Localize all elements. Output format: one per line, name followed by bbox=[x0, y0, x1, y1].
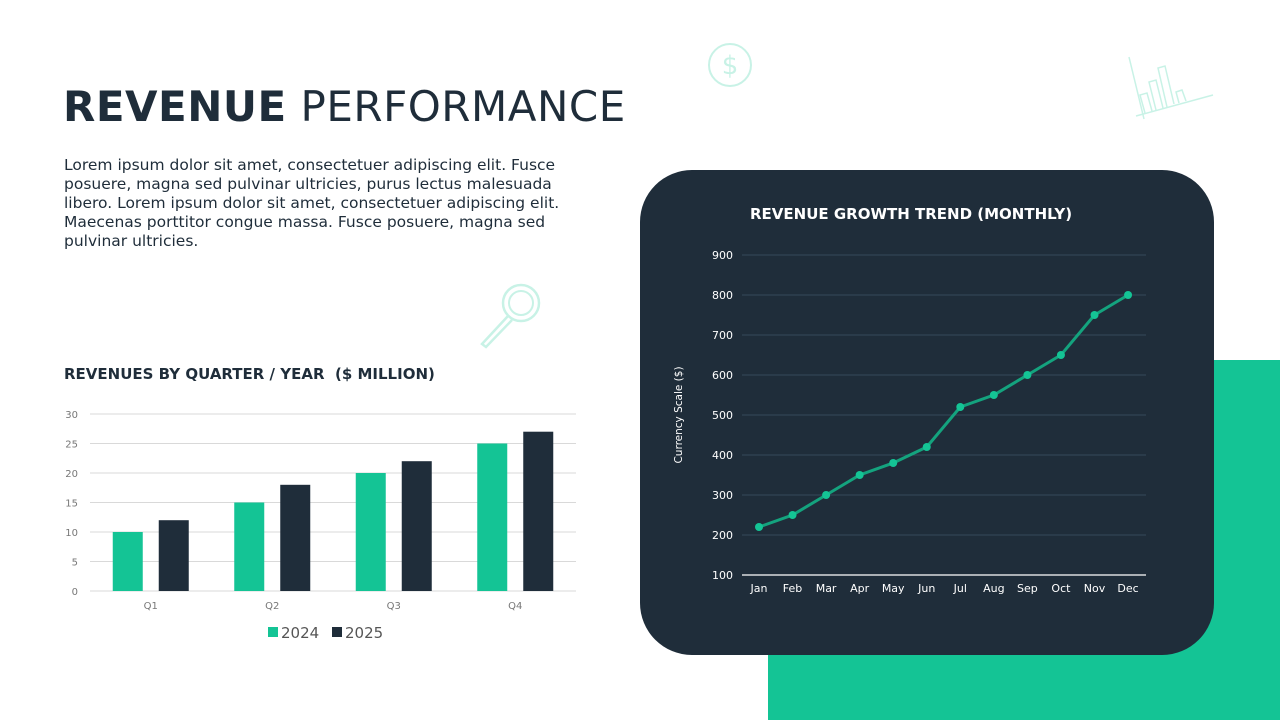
bar-2025-Q4 bbox=[523, 431, 554, 591]
data-point-Jan bbox=[755, 523, 763, 531]
line-chart-title: REVENUE GROWTH TREND (MONTHLY) bbox=[750, 205, 1073, 223]
data-point-Sep bbox=[1023, 371, 1032, 379]
data-point-Apr bbox=[855, 471, 864, 479]
y-axis-label: Currency Scale ($) bbox=[673, 366, 685, 463]
y-tick-label: 25 bbox=[65, 440, 78, 451]
legend-swatch bbox=[268, 627, 278, 637]
x-tick-label: Nov bbox=[1084, 582, 1106, 595]
x-tick-label: Feb bbox=[783, 582, 802, 595]
x-tick-label: Jul bbox=[953, 582, 967, 595]
page-title: REVENUE PERFORMANCE bbox=[63, 82, 626, 131]
x-tick-label: Oct bbox=[1051, 582, 1071, 595]
data-point-Dec bbox=[1124, 291, 1133, 299]
y-tick-label: 10 bbox=[65, 528, 78, 539]
x-tick-label: Q4 bbox=[508, 601, 522, 612]
legend-label: 2025 bbox=[345, 624, 383, 642]
y-tick-label: 700 bbox=[712, 329, 733, 342]
bar-2025-Q3 bbox=[401, 461, 432, 591]
data-point-Mar bbox=[822, 491, 831, 499]
x-tick-label: Q2 bbox=[265, 601, 279, 612]
magnifier-icon bbox=[480, 283, 541, 349]
line-chart: 100 200 300 400 500 600 700 800 900 Jan Feb Mar Apr M… bbox=[673, 249, 1146, 595]
data-point-Oct bbox=[1056, 351, 1065, 359]
y-tick-label: 100 bbox=[712, 569, 733, 582]
x-tick-label: May bbox=[882, 582, 905, 595]
x-tick-label: Jun bbox=[917, 582, 935, 595]
x-tick-label: Mar bbox=[816, 582, 837, 595]
bar-2024-Q3 bbox=[355, 473, 386, 591]
line-chart-card bbox=[640, 170, 1214, 655]
y-tick-label: 400 bbox=[712, 449, 733, 462]
y-tick-label: 20 bbox=[65, 469, 78, 480]
y-tick-label: 500 bbox=[712, 409, 733, 422]
data-point-Feb bbox=[788, 511, 797, 519]
y-tick-label: 0 bbox=[72, 587, 78, 598]
bar-2025-Q2 bbox=[280, 484, 311, 591]
x-tick-label: Jan bbox=[750, 582, 768, 595]
bar-2024-Q1 bbox=[112, 532, 143, 591]
data-point-Nov bbox=[1090, 311, 1099, 319]
bar-2024-Q2 bbox=[234, 502, 265, 591]
dollar-coin-icon: $ bbox=[708, 43, 752, 87]
y-tick-label: 30 bbox=[65, 410, 78, 421]
data-point-Aug bbox=[989, 391, 998, 399]
title-light: PERFORMANCE bbox=[300, 82, 626, 131]
data-point-Jul bbox=[956, 403, 965, 411]
x-tick-label: Q3 bbox=[387, 601, 401, 612]
y-tick-label: 5 bbox=[72, 558, 78, 569]
x-tick-label: Sep bbox=[1017, 582, 1038, 595]
series-line bbox=[758, 293, 1129, 529]
y-tick-label: 900 bbox=[712, 249, 733, 262]
legend-swatch bbox=[332, 627, 342, 637]
description: Lorem ipsum dolor sit amet, consectetuer… bbox=[64, 156, 560, 250]
y-tick-label: 300 bbox=[712, 489, 733, 502]
y-tick-label: 15 bbox=[65, 499, 78, 510]
data-point-May bbox=[889, 459, 898, 467]
x-tick-label: Aug bbox=[983, 582, 1004, 595]
bar-2025-Q1 bbox=[158, 520, 189, 591]
data-point-Jun bbox=[922, 443, 931, 451]
x-tick-label: Dec bbox=[1117, 582, 1138, 595]
bar-2024-Q4 bbox=[477, 443, 508, 591]
x-tick-label: Q1 bbox=[144, 601, 158, 612]
bar-chart-icon bbox=[1128, 56, 1214, 120]
y-tick-label: 800 bbox=[712, 289, 733, 302]
y-tick-label: 600 bbox=[712, 369, 733, 382]
x-tick-label: Apr bbox=[850, 582, 870, 595]
legend-label: 2024 bbox=[281, 624, 319, 642]
bar-chart-title: REVENUES BY QUARTER / YEAR ($ MILLION) bbox=[64, 365, 435, 383]
title-bold: REVENUE bbox=[63, 82, 287, 131]
y-tick-label: 200 bbox=[712, 529, 733, 542]
svg-text:$: $ bbox=[722, 51, 739, 81]
